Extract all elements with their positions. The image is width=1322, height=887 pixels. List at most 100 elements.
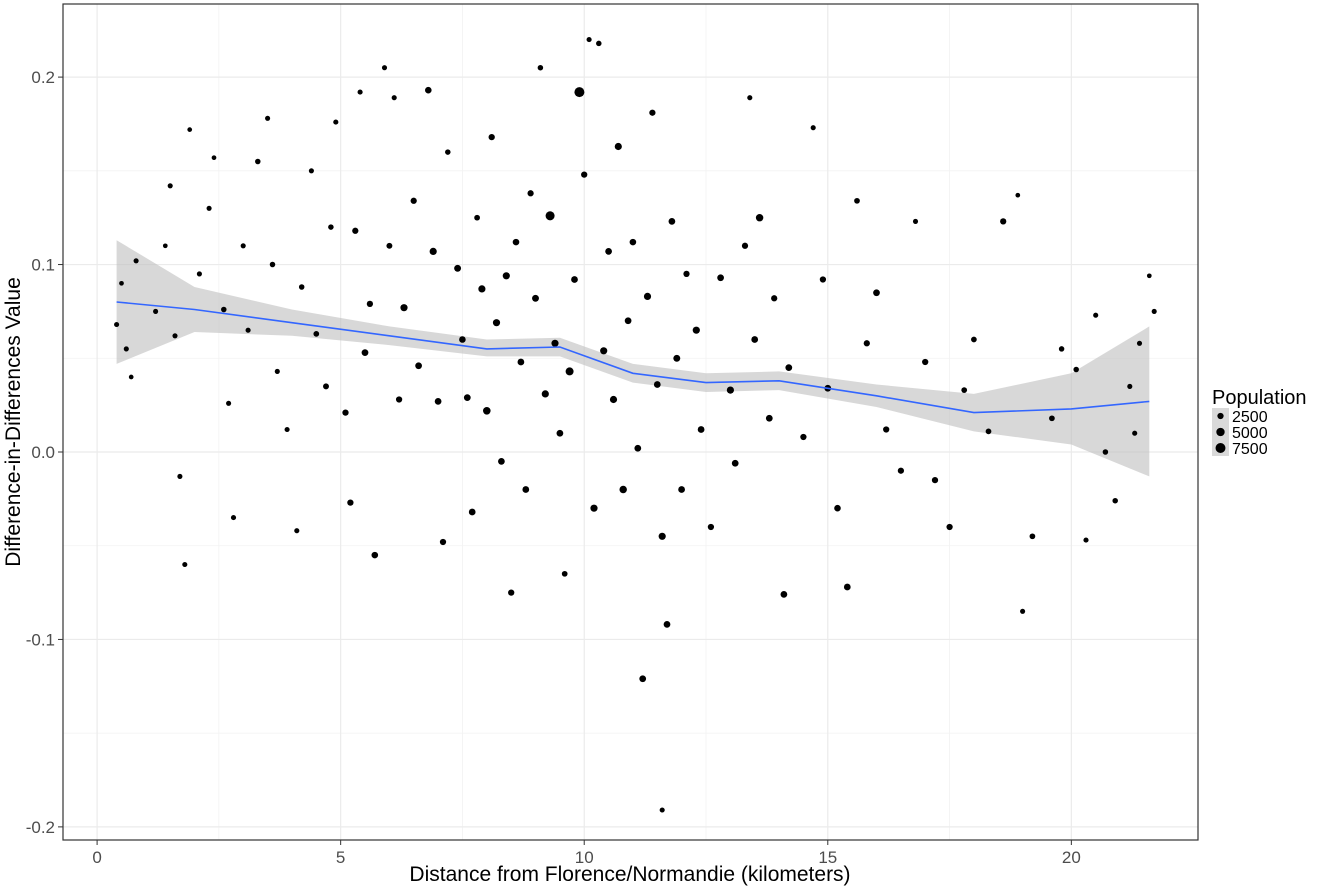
- grid-lines: [63, 4, 1198, 840]
- data-point: [162, 243, 168, 249]
- data-point: [425, 86, 432, 94]
- data-point: [629, 238, 637, 246]
- data-point: [361, 349, 369, 356]
- data-point: [196, 271, 202, 277]
- data-point: [119, 280, 124, 286]
- data-point: [785, 364, 793, 371]
- x-axis-ticks: 0 5 10 15 20: [92, 840, 1081, 867]
- y-axis-ticks: -0.2 -0.1 0.0 0.1 0.2: [26, 68, 63, 837]
- data-point: [123, 346, 129, 352]
- data-point: [1049, 415, 1055, 422]
- data-point: [1127, 383, 1133, 389]
- data-point: [434, 398, 442, 405]
- x-axis-title: Distance from Florence/Normandie (kilome…: [409, 863, 850, 886]
- data-point: [274, 368, 280, 374]
- data-point: [240, 243, 246, 249]
- smooth-fit-line: [116, 301, 1150, 414]
- data-point: [211, 155, 217, 161]
- smooth-line: [116, 301, 1150, 414]
- data-point: [255, 158, 261, 165]
- y-tick-label: 0.1: [31, 256, 55, 275]
- data-point: [1073, 366, 1079, 373]
- data-point: [985, 428, 992, 435]
- data-point: [922, 358, 929, 366]
- data-points: [114, 37, 1157, 813]
- data-point: [883, 426, 890, 433]
- data-point: [177, 473, 183, 479]
- data-point: [600, 347, 608, 355]
- data-point: [1058, 346, 1065, 352]
- data-point: [498, 458, 505, 465]
- data-point: [410, 197, 417, 204]
- x-tick-label: 0: [92, 848, 101, 867]
- data-point: [366, 300, 374, 308]
- data-point: [697, 426, 705, 433]
- data-point: [391, 95, 397, 101]
- data-point: [512, 238, 520, 246]
- data-point: [863, 340, 870, 347]
- data-point: [605, 248, 612, 255]
- data-point: [717, 274, 724, 282]
- data-point: [454, 264, 462, 272]
- data-point: [245, 327, 251, 333]
- data-point: [474, 214, 480, 221]
- data-point: [517, 358, 525, 366]
- x-tick-label: 5: [336, 848, 345, 867]
- data-point: [323, 383, 329, 390]
- data-point: [624, 317, 632, 325]
- data-point: [342, 409, 349, 416]
- legend-label: 7500: [1232, 441, 1268, 458]
- data-point: [663, 621, 671, 628]
- data-point: [114, 321, 120, 328]
- data-point: [678, 486, 685, 493]
- y-axis-title: Difference-in-Differences Value: [2, 277, 25, 566]
- data-point: [551, 339, 559, 347]
- data-point: [741, 242, 749, 249]
- data-point: [308, 168, 314, 174]
- data-point: [439, 538, 447, 546]
- data-point: [971, 336, 977, 343]
- data-point: [284, 426, 290, 433]
- data-point: [347, 499, 354, 506]
- data-point: [843, 583, 851, 591]
- data-point: [415, 362, 422, 370]
- data-point: [128, 374, 134, 380]
- data-point: [931, 476, 939, 484]
- data-point: [172, 333, 178, 339]
- data-point: [187, 127, 193, 132]
- y-tick-label: 0.2: [31, 68, 55, 87]
- data-point: [522, 486, 530, 493]
- data-point: [492, 319, 501, 327]
- data-point: [483, 407, 491, 415]
- data-point: [649, 109, 656, 116]
- data-point: [726, 386, 734, 394]
- data-point: [653, 381, 661, 388]
- x-tick-label: 20: [1062, 848, 1081, 867]
- data-point: [668, 218, 676, 225]
- data-point: [508, 589, 515, 596]
- data-point: [429, 247, 437, 255]
- data-point: [771, 295, 778, 302]
- data-point: [478, 285, 486, 293]
- data-point: [643, 292, 652, 300]
- data-point: [556, 429, 564, 437]
- data-point: [854, 197, 860, 204]
- data-point: [298, 284, 305, 290]
- data-point: [765, 414, 773, 422]
- x-tick-label: 15: [818, 848, 837, 867]
- data-point: [395, 396, 403, 403]
- data-point: [1093, 312, 1099, 318]
- data-point: [731, 459, 739, 467]
- data-point: [221, 306, 227, 313]
- data-point: [780, 591, 788, 598]
- data-point: [634, 444, 642, 452]
- data-point: [609, 395, 618, 404]
- data-point: [357, 89, 363, 95]
- data-point: [692, 326, 700, 334]
- data-point: [182, 561, 188, 568]
- data-point: [755, 213, 764, 222]
- data-point: [541, 390, 549, 398]
